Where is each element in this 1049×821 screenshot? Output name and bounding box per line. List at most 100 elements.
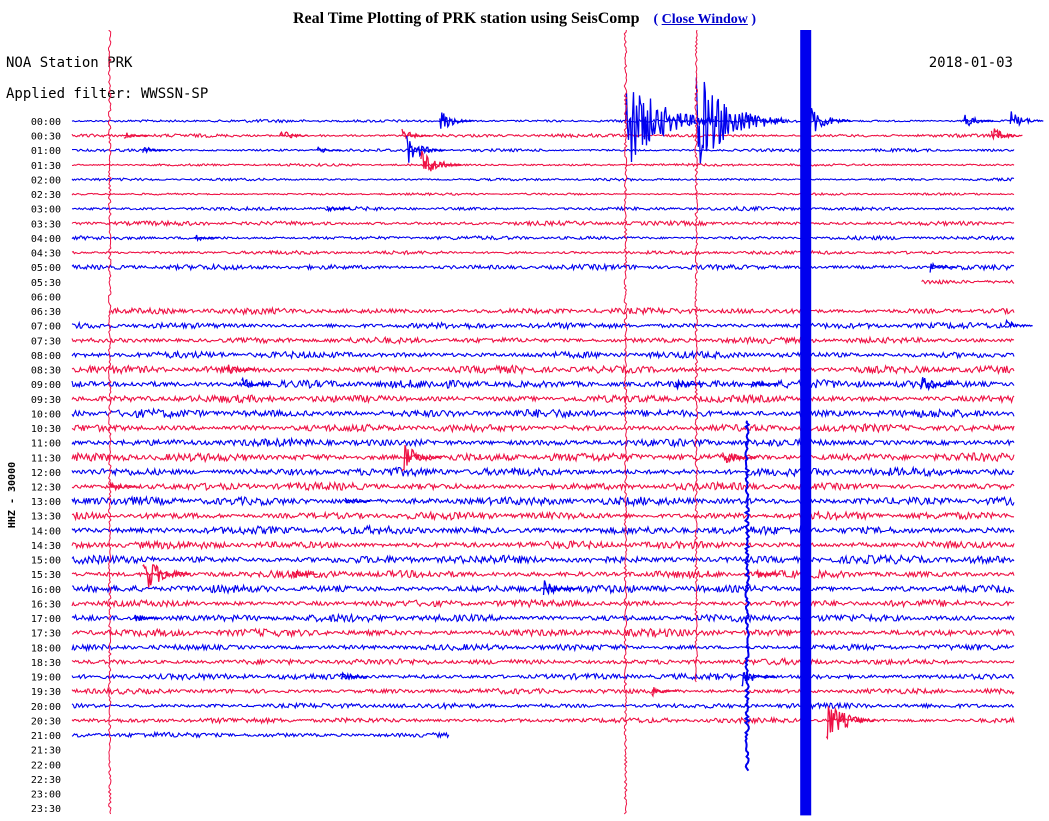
vertical-signal [800, 30, 812, 816]
tick-label: 12:00 [31, 468, 61, 479]
event-burst [1004, 318, 1033, 329]
tick-label: 13:30 [31, 512, 61, 523]
trace-row [71, 132, 1015, 139]
tick-label: 07:00 [31, 322, 61, 333]
event-burst [722, 452, 757, 464]
event-burst [755, 568, 781, 578]
tick-label: 01:30 [31, 161, 61, 172]
trace-row [71, 612, 1015, 624]
trace-row [71, 523, 1015, 537]
event-burst [142, 563, 191, 588]
event-burst [542, 580, 578, 596]
tick-label: 04:00 [31, 234, 61, 245]
trace-row [72, 147, 1015, 154]
tick-label: 23:30 [31, 804, 61, 815]
tick-label: 12:30 [31, 483, 61, 494]
event-burst [109, 480, 137, 492]
trace-row [71, 191, 1015, 197]
trace-row [71, 436, 1015, 449]
trace-group [71, 118, 1015, 739]
event-burst [142, 146, 168, 155]
filter-label: Applied filter: WWSSN-SP [6, 86, 208, 102]
event-burst [406, 135, 446, 163]
station-label: NOA Station PRK [6, 55, 133, 71]
vertical-signal [623, 30, 628, 815]
tick-label: 10:00 [31, 409, 61, 420]
tick-label: 10:30 [31, 424, 61, 435]
event-burst [825, 706, 875, 741]
trace-row [71, 451, 1015, 464]
trace-row [71, 598, 1015, 609]
trace-row [71, 393, 1015, 405]
tick-label: 23:00 [31, 790, 61, 801]
tick-label: 19:00 [31, 673, 61, 684]
page-title: Real Time Plotting of PRK station using … [292, 10, 640, 27]
trace-row [71, 249, 1015, 256]
event-burst [344, 497, 371, 504]
trace-row [71, 320, 1015, 331]
tick-label: 14:30 [31, 541, 61, 552]
event-burst [326, 205, 351, 213]
trace-row [71, 656, 1015, 667]
trace-row [71, 234, 1015, 241]
trace-row [921, 278, 1015, 285]
tick-label: 11:30 [31, 453, 61, 464]
tick-label: 22:30 [31, 775, 61, 786]
tick-label: 08:30 [31, 366, 61, 377]
tick-label: 16:00 [31, 585, 61, 596]
event-burst [278, 130, 308, 139]
trace-row [71, 219, 1015, 228]
trace-row [71, 568, 1015, 580]
channel-label: HHZ - 30000 [7, 462, 18, 528]
tick-label: 19:30 [31, 687, 61, 698]
event-burst [806, 108, 851, 138]
tick-label: 14:00 [31, 526, 61, 537]
trace-row [71, 672, 1015, 682]
trace-row [71, 262, 1015, 272]
plot-date: 2018-01-03 [929, 55, 1013, 71]
trace-row [71, 349, 1015, 361]
trace-row [71, 701, 1015, 711]
trace-row [71, 407, 1015, 420]
tick-label: 05:30 [31, 278, 61, 289]
tick-label: 09:00 [31, 380, 61, 391]
tick-label: 00:00 [31, 117, 61, 128]
vertical-signal-group [107, 30, 812, 816]
tick-label: 20:30 [31, 716, 61, 727]
tick-label: 02:00 [31, 176, 61, 187]
close-paren-open: ( [653, 12, 659, 27]
trace-row [71, 177, 1015, 182]
event-burst [194, 234, 219, 242]
tick-label: 15:30 [31, 570, 61, 581]
trace-row [71, 422, 1015, 434]
trace-row [71, 494, 1015, 508]
tick-label: 22:00 [31, 760, 61, 771]
close-window-link[interactable]: Close Window [661, 12, 748, 27]
seismogram-chart: NOA Station PRK 2018-01-03 Applied filte… [0, 30, 1049, 821]
tick-label: 02:30 [31, 190, 61, 201]
close-window-wrapper: ( Close Window ) [653, 12, 756, 27]
tick-label: 03:00 [31, 205, 61, 216]
tick-label: 11:00 [31, 439, 61, 450]
tick-label: 06:30 [31, 307, 61, 318]
tick-label: 18:00 [31, 643, 61, 654]
event-burst [293, 570, 318, 578]
event-group [109, 77, 1044, 741]
event-burst [1009, 111, 1044, 128]
tick-label: 03:30 [31, 219, 61, 230]
close-paren-close: ) [751, 12, 757, 27]
tick-label: 20:00 [31, 702, 61, 713]
trace-row [71, 335, 1015, 346]
trace-row [71, 730, 450, 739]
event-burst [316, 146, 342, 154]
trace-row [71, 642, 1015, 653]
tick-label: 13:00 [31, 497, 61, 508]
time-tick-labels: 00:00 00:30 01:00 01:30 02:00 02:30 03:00 03:30… [31, 117, 61, 815]
tick-label: 05:00 [31, 263, 61, 274]
tick-label: 08:00 [31, 351, 61, 362]
vertical-signal [743, 420, 751, 772]
tick-label: 06:00 [31, 292, 61, 303]
tick-label: 15:00 [31, 556, 61, 567]
trace-row [71, 205, 1015, 212]
